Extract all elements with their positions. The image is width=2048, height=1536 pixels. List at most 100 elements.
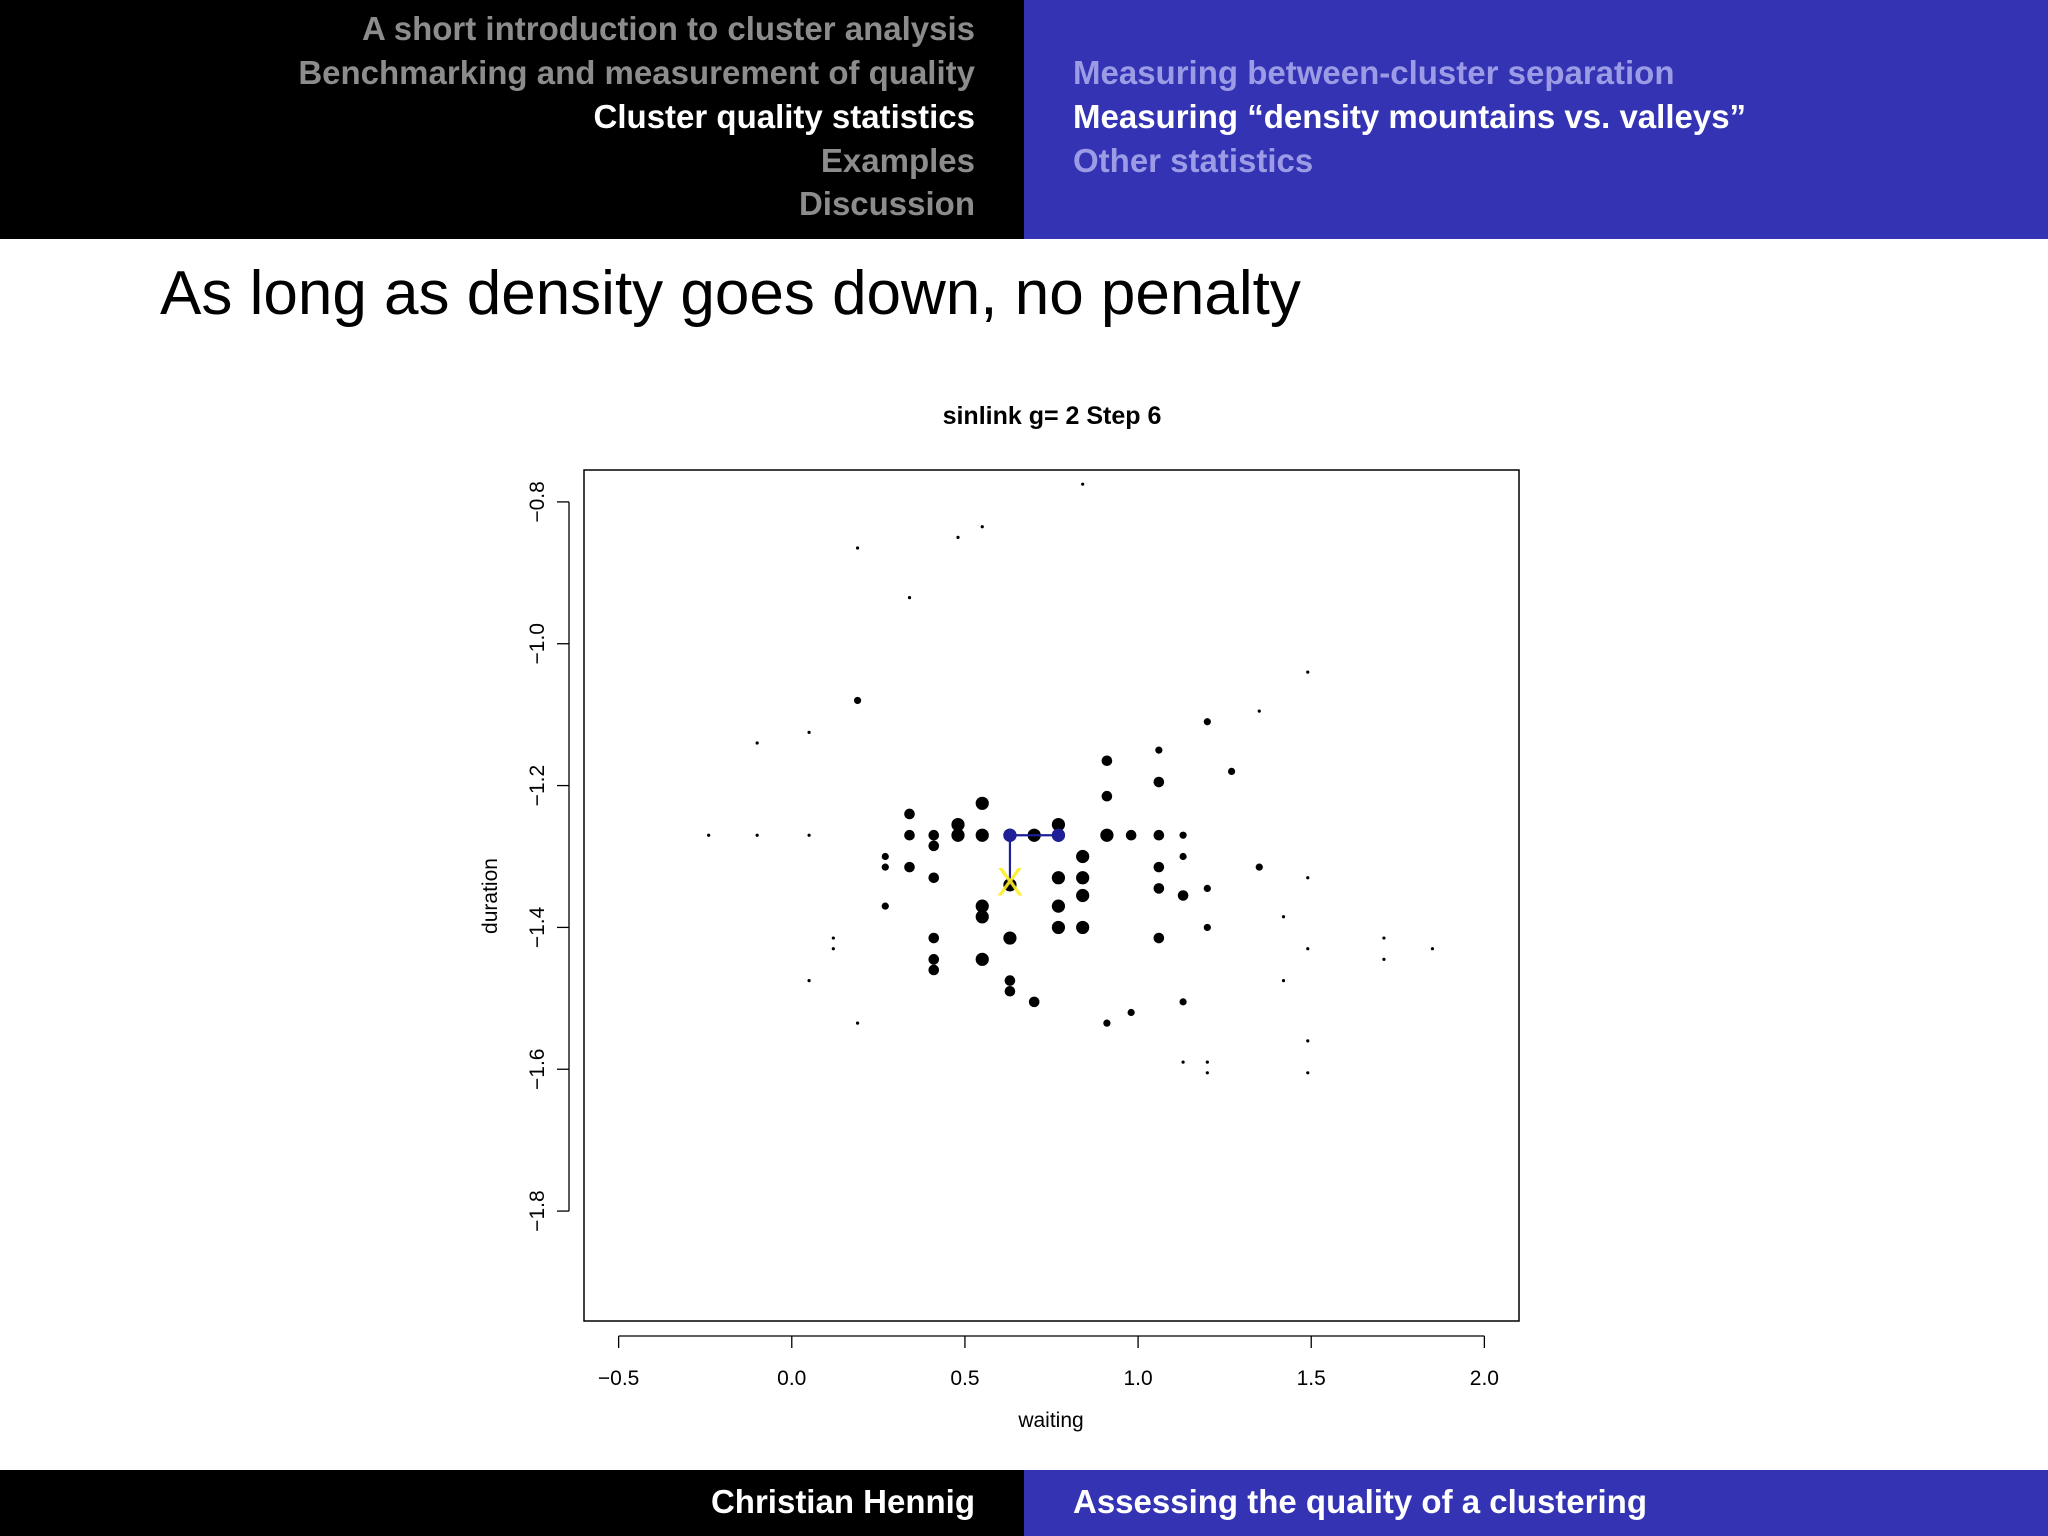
data-point [1179, 831, 1187, 839]
nav-section-intro[interactable]: A short introduction to cluster analysis [361, 10, 975, 47]
data-point [831, 936, 835, 940]
data-point [1081, 482, 1085, 486]
current-point-marker: X [997, 860, 1024, 904]
data-point [831, 947, 835, 951]
y-tick-label: −1.6 [526, 1049, 549, 1090]
data-point [1257, 709, 1261, 713]
data-point [928, 932, 940, 944]
nav-section-examples[interactable]: Examples [820, 142, 975, 179]
data-point [928, 964, 940, 976]
data-point [1227, 767, 1236, 775]
data-point [1153, 861, 1165, 873]
x-tick-label: 0.0 [777, 1367, 806, 1390]
data-point [1179, 998, 1187, 1006]
data-point [1004, 975, 1016, 986]
x-tick-label: −0.5 [598, 1367, 639, 1390]
data-point [1076, 920, 1090, 935]
data-point [904, 829, 915, 841]
data-point [928, 872, 940, 884]
data-point [904, 808, 915, 820]
footer-author: Christian Hennig [710, 1483, 975, 1520]
data-point [1382, 957, 1386, 961]
data-point [1155, 746, 1163, 754]
data-point [1430, 947, 1435, 951]
data-point [928, 829, 940, 841]
data-point [1281, 915, 1286, 919]
data-point [707, 833, 711, 837]
x-tick-label: 1.5 [1297, 1367, 1326, 1390]
data-point [1153, 883, 1165, 894]
data-point [1382, 936, 1386, 940]
data-point [1306, 670, 1310, 674]
data-point [1306, 1039, 1310, 1043]
data-point [881, 863, 889, 871]
data-point [1181, 1060, 1185, 1064]
data-point [1103, 1019, 1111, 1027]
footer-left: Christian Hennig [0, 1470, 1024, 1536]
nav-section-benchmarking[interactable]: Benchmarking and measurement of quality [298, 54, 975, 91]
nav-section-discussion[interactable]: Discussion [798, 185, 975, 222]
data-point [980, 525, 984, 529]
header-sections-panel: A short introduction to cluster analysis… [0, 0, 1024, 239]
data-point [1127, 1008, 1135, 1017]
footer-talk-title: Assessing the quality of a clustering [1073, 1483, 1647, 1520]
data-point [1076, 888, 1090, 903]
data-point [951, 817, 965, 832]
data-point [755, 833, 759, 837]
y-tick-label: −1.4 [526, 906, 549, 948]
scatter-chart: sinlink g= 2 Step 6 −0.5 0.0 0.5 1.0 1.5 2.0−… [479, 402, 1520, 1432]
data-point [1153, 932, 1165, 944]
data-point [1306, 876, 1310, 880]
data-point [1203, 884, 1211, 893]
data-point [1051, 899, 1066, 913]
y-tick-label: −1.8 [526, 1190, 549, 1231]
y-tick-label: −1.2 [526, 765, 549, 806]
data-point [1051, 920, 1066, 935]
data-point [1100, 828, 1114, 842]
data-point [1255, 863, 1263, 871]
chart-overlay: X [997, 828, 1066, 904]
data-point [1203, 718, 1211, 726]
x-tick-label: 1.0 [1123, 1367, 1152, 1390]
data-point [1076, 849, 1090, 864]
data-point [807, 979, 811, 983]
data-point [1203, 923, 1211, 932]
data-point [1153, 829, 1165, 841]
data-point [1205, 1060, 1209, 1064]
linkage-node [1051, 828, 1066, 842]
chart-title: sinlink g= 2 Step 6 [943, 402, 1162, 430]
data-point [807, 833, 811, 837]
nav-subsection-other[interactable]: Other statistics [1073, 142, 1314, 179]
data-point [956, 535, 960, 539]
data-point [855, 546, 860, 550]
x-tick-label: 2.0 [1470, 1367, 1499, 1390]
nav-section-quality-statistics[interactable]: Cluster quality statistics [593, 98, 975, 135]
data-point [975, 910, 989, 924]
data-point [1101, 790, 1113, 802]
data-point [1028, 996, 1040, 1008]
data-point [1281, 979, 1286, 983]
nav-subsection-separation[interactable]: Measuring between-cluster separation [1073, 54, 1675, 91]
data-point [975, 828, 989, 842]
data-point [881, 852, 889, 861]
data-point [928, 954, 940, 965]
footer-right: Assessing the quality of a clustering [1024, 1470, 2048, 1536]
data-point [1003, 931, 1017, 945]
data-point [1076, 871, 1090, 885]
data-point [1177, 890, 1189, 901]
data-point [1153, 776, 1165, 788]
data-point [853, 696, 862, 705]
data-point [1306, 1071, 1310, 1075]
data-point [1125, 829, 1137, 841]
data-points [707, 482, 1435, 1075]
linkage-node [1003, 828, 1017, 842]
data-point [807, 730, 811, 734]
nav-subsection-density[interactable]: Measuring “density mountains vs. valleys… [1073, 98, 1747, 135]
data-point [881, 902, 889, 910]
y-tick-label: −0.8 [526, 481, 549, 522]
data-point [975, 899, 989, 913]
data-point [1003, 878, 1017, 892]
x-axis-label: waiting [1017, 1409, 1083, 1432]
y-axis-label: duration [479, 858, 502, 934]
data-point [904, 861, 915, 873]
